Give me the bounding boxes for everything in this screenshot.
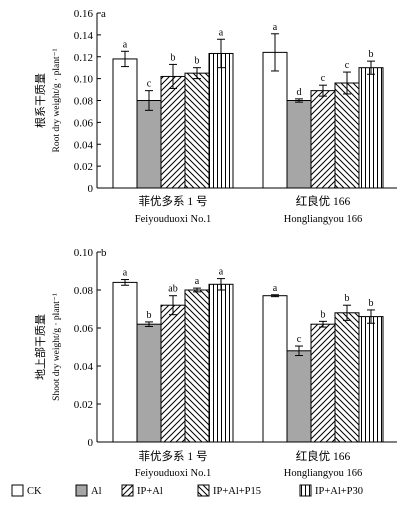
shoot-y-tick-label: 0.06 [74, 323, 94, 335]
legend-swatch-ck [11, 484, 24, 497]
shoot-y-tick-label: 0 [88, 437, 94, 449]
root-significance-letter: c [147, 79, 152, 90]
legend-swatch-al [75, 484, 88, 497]
legend-label-al: Al [91, 486, 102, 497]
shoot-category-label-en: Hongliangyou 166 [284, 468, 362, 479]
root-y-tick-label: 0.16 [74, 8, 94, 20]
shoot-bar-ck-1 [112, 281, 138, 443]
root-category-label-en: Feiyouduoxi No.1 [135, 214, 211, 225]
shoot-significance-letter: b [369, 298, 374, 309]
root-y-label-en: Root dry weight/g · plant⁻¹ [52, 48, 62, 152]
shoot-category-label-cn: 红良优 166 [296, 449, 351, 463]
shoot-y-ticks: 0 0.02 0.04 0.06 0.08 0.10 [74, 247, 101, 449]
root-bar-ck-2 [262, 51, 288, 189]
root-y-tick-label: 0.04 [74, 139, 94, 151]
root-bar-al-2 [286, 100, 312, 189]
shoot-bar-ip-al-p15-1 [184, 289, 210, 443]
root-category-label-cn: 红良优 166 [296, 194, 351, 208]
shoot-bar-al-2 [286, 350, 312, 443]
root-significance-letter: a [219, 27, 224, 38]
shoot-category-label-en: Feiyouduoxi No.1 [135, 468, 211, 479]
shoot-significance-letter: b [345, 293, 350, 304]
legend-label-ip-al-p15: IP+Al+P15 [213, 486, 261, 497]
shoot-y-tick-label: 0.10 [74, 247, 94, 259]
root-y-tick-label: 0.06 [74, 117, 94, 129]
root-bar-ip-al-p30-1 [208, 52, 234, 189]
root-significance-letter: c [321, 73, 326, 84]
legend-swatch-ip-al [121, 484, 134, 497]
shoot-dry-weight-panel: b 地上部干质量 Shoot dry weight/g · plant⁻¹ 00… [33, 247, 397, 479]
shoot-y-tick-label: 0.04 [74, 361, 94, 373]
root-panel-letter: a [101, 8, 106, 20]
shoot-significance-letter: a [273, 283, 278, 294]
shoot-bar-al-1 [136, 323, 162, 443]
shoot-bar-ip-al-2 [310, 323, 336, 443]
legend-label-ck: CK [27, 486, 42, 497]
shoot-significance-letter: a [195, 276, 200, 287]
legend-label-ip-al: IP+Al [137, 486, 163, 497]
root-significance-letter: a [123, 39, 128, 50]
root-bar-al-1 [136, 100, 162, 189]
shoot-significance-letter: a [123, 268, 128, 279]
root-y-tick-label: 0 [88, 183, 94, 195]
root-bar-ck-1 [112, 58, 138, 189]
root-bar-ip-al-p30-2 [358, 67, 384, 189]
shoot-y-tick-label: 0.02 [74, 399, 93, 411]
shoot-category-label-cn: 菲优多系 1 号 [139, 449, 208, 463]
root-significance-letter: c [345, 60, 350, 71]
shoot-category-labels: 菲优多系 1 号 Feiyouduoxi No.1 红良优 166 Hongliang… [135, 449, 362, 479]
root-y-tick-label: 0.10 [74, 74, 94, 86]
legend-swatch-ip-al-p15 [197, 484, 210, 497]
shoot-significance-letter: b [321, 309, 326, 320]
shoot-significance-letter: b [147, 310, 152, 321]
root-y-tick-label: 0.14 [74, 30, 94, 42]
root-y-tick-label: 0.12 [74, 52, 93, 64]
shoot-significance-letter: a [219, 267, 224, 278]
root-category-label-en: Hongliangyou 166 [284, 214, 362, 225]
shoot-significance-letter: c [297, 334, 302, 345]
legend-swatch-ip-al-p30 [299, 484, 312, 497]
shoot-y-label-en: Shoot dry weight/g · plant⁻¹ [52, 293, 62, 401]
root-significance-letter: d [297, 87, 302, 98]
root-bars: a c b b a a d c c b [112, 22, 384, 189]
shoot-bar-ip-al-p30-1 [208, 283, 234, 443]
shoot-y-tick-label: 0.08 [74, 285, 94, 297]
root-bar-ip-al-p15-2 [334, 82, 360, 189]
root-y-tick-label: 0.02 [74, 161, 93, 173]
legend: CK Al IP+Al IP+Al+P15 IP+Al+P30 [11, 484, 363, 497]
root-significance-letter: b [171, 52, 176, 63]
root-bar-ip-al-1 [160, 75, 186, 189]
root-significance-letter: a [273, 22, 278, 33]
root-y-ticks: 0 0.02 0.04 0.06 0.08 0.10 0.12 0.14 0.16 [74, 8, 101, 195]
shoot-bar-ip-al-p15-2 [334, 312, 360, 443]
root-category-labels: 菲优多系 1 号 Feiyouduoxi No.1 红良优 166 Hongliang… [135, 194, 362, 225]
shoot-y-label-cn: 地上部干质量 [33, 314, 47, 380]
root-y-label-cn: 根系干质量 [33, 73, 47, 128]
shoot-bar-ip-al-1 [160, 304, 186, 443]
shoot-bar-ip-al-p30-2 [358, 316, 384, 443]
root-significance-letter: b [195, 56, 200, 67]
root-y-tick-label: 0.08 [74, 96, 94, 108]
shoot-significance-letter: ab [168, 284, 177, 295]
root-bar-ip-al-2 [310, 90, 336, 189]
root-dry-weight-panel: a 根系干质量 Root dry weight/g · plant⁻¹ 0 0.0… [33, 8, 397, 225]
shoot-panel-letter: b [101, 247, 107, 259]
shoot-bar-ck-2 [262, 295, 288, 443]
root-bar-ip-al-p15-1 [184, 72, 210, 189]
legend-label-ip-al-p30: IP+Al+P30 [315, 486, 363, 497]
root-significance-letter: b [369, 49, 374, 60]
root-category-label-cn: 菲优多系 1 号 [139, 194, 208, 208]
